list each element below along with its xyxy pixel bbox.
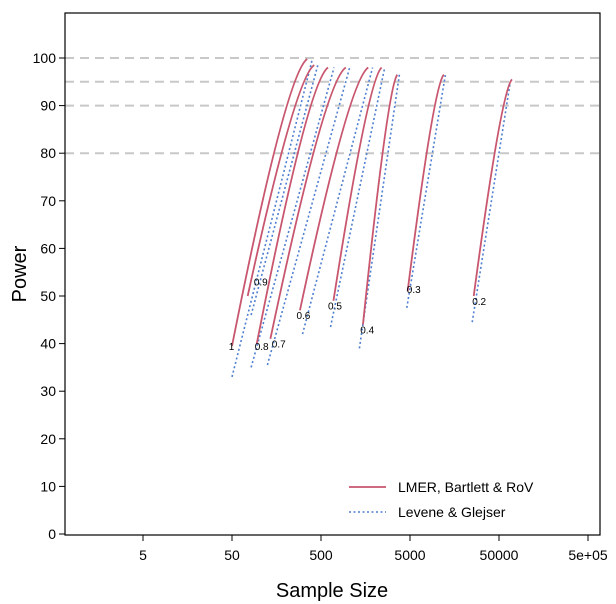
y-tick-label: 80 xyxy=(40,145,56,161)
y-tick-label: 70 xyxy=(40,193,56,209)
y-tick-label: 60 xyxy=(40,240,56,256)
curve-label: 0.6 xyxy=(296,311,310,322)
y-tick-label: 100 xyxy=(33,50,57,66)
series-levene-glejser-line xyxy=(231,58,314,378)
series-lmer-bartlett-rov-line xyxy=(472,78,513,297)
series-lmer-bartlett-rov-line xyxy=(332,66,383,301)
series-lmer-bartlett-rov-line xyxy=(269,66,347,340)
y-tick-label: 30 xyxy=(40,383,56,399)
series-lmer-bartlett-rov-line xyxy=(299,66,369,311)
y-axis-title: Power xyxy=(9,245,31,302)
series-levene-glejser-line xyxy=(405,74,447,309)
curve-label: 0.2 xyxy=(472,297,486,308)
series-levene-glejser-line xyxy=(301,67,374,335)
legend: LMER, Bartlett & RoV Levene & Glejser xyxy=(349,479,534,520)
curve-label: 0.4 xyxy=(360,325,374,336)
power-curves: 1 0.9 0.8 0.7 0.6 0.5 0.4 0.3 0.2 xyxy=(229,58,513,378)
series-levene-glejser-line xyxy=(266,67,351,366)
y-tick-label: 90 xyxy=(40,98,56,114)
curve-label: 0.5 xyxy=(328,302,342,313)
series-levene-glejser-line xyxy=(471,81,512,323)
plot-frame xyxy=(64,12,601,536)
series-levene-glejser-line xyxy=(329,67,386,328)
x-tick-label: 50 xyxy=(224,547,240,563)
curve-label: 0.8 xyxy=(255,342,269,353)
legend-label: LMER, Bartlett & RoV xyxy=(398,479,534,495)
y-tick-label: 20 xyxy=(40,431,56,447)
curve-label: 0.3 xyxy=(407,285,421,296)
y-tick-label: 50 xyxy=(40,288,56,304)
y-tick-label: 10 xyxy=(40,478,56,494)
x-tick-label: 5e+05 xyxy=(568,547,608,563)
series-lmer-bartlett-rov-line xyxy=(231,58,308,347)
curve-label: 0.7 xyxy=(272,340,286,351)
y-tick-label: 0 xyxy=(48,526,56,542)
curve-label: 0.9 xyxy=(254,278,268,289)
x-tick-label: 5 xyxy=(139,547,147,563)
curve-label: 1 xyxy=(229,342,235,353)
series-lmer-bartlett-rov-line xyxy=(362,74,399,325)
axes: 0 10 20 30 40 50 60 70 80 90 100 5 50 500 5000 50000 5e+… xyxy=(33,50,608,563)
x-tick-label: 5000 xyxy=(394,547,425,563)
y-tick-label: 40 xyxy=(40,336,56,352)
series-lmer-bartlett-rov-line xyxy=(406,74,445,292)
series-lmer-bartlett-rov-line xyxy=(246,64,315,297)
x-tick-label: 500 xyxy=(309,547,333,563)
x-tick-label: 50000 xyxy=(480,547,519,563)
legend-label: Levene & Glejser xyxy=(398,504,506,520)
x-axis-title: Sample Size xyxy=(276,580,388,602)
series-lmer-bartlett-rov-line xyxy=(255,66,329,344)
